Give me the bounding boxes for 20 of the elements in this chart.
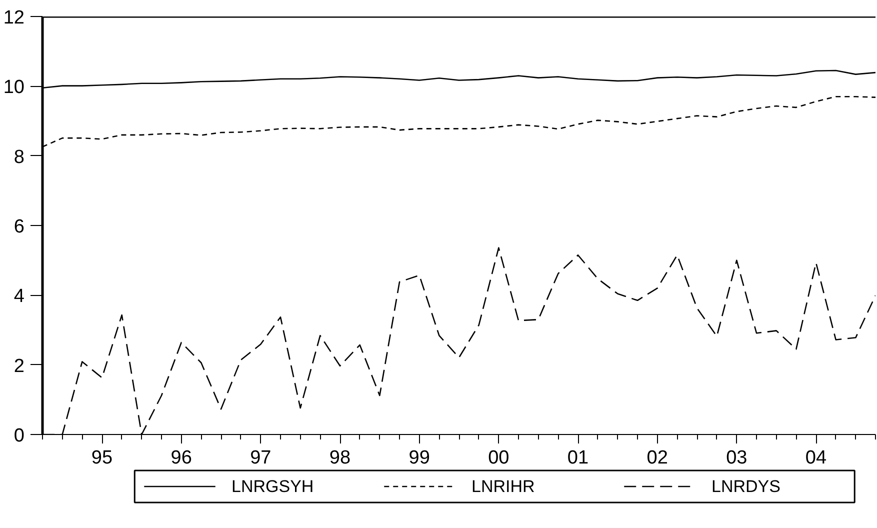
y-tick-label: 0 (14, 426, 25, 446)
legend-label: LNRDYS (711, 477, 780, 496)
x-tick-label: 96 (170, 448, 192, 468)
legend-label: LNRIHR (472, 477, 535, 496)
x-tick-label: 00 (488, 448, 510, 468)
x-tick-label: 01 (567, 448, 589, 468)
x-tick-label: 98 (329, 448, 351, 468)
legend-label: LNRGSYH (232, 477, 314, 496)
x-tick-label: 95 (91, 448, 113, 468)
x-tick-label: 02 (646, 448, 668, 468)
x-tick-label: 99 (408, 448, 430, 468)
x-tick-label: 04 (805, 448, 827, 468)
y-tick-label: 6 (14, 216, 25, 238)
y-tick-label: 8 (14, 146, 25, 168)
x-tick-label: 97 (250, 448, 272, 468)
y-tick-label: 10 (3, 77, 25, 98)
x-tick-label: 03 (726, 448, 748, 468)
y-tick-label: 2 (14, 356, 25, 377)
y-tick-label: 4 (14, 286, 25, 308)
y-tick-label: 12 (3, 8, 25, 28)
